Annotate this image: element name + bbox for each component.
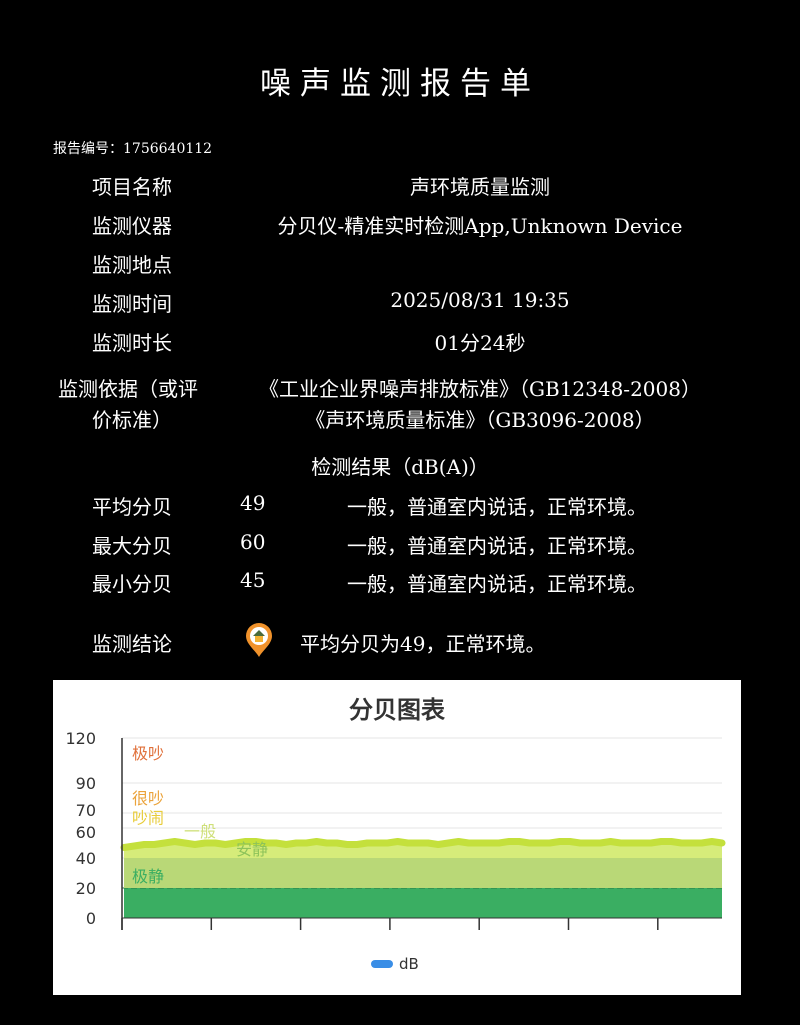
field-value-project: 声环境质量监测 — [410, 175, 550, 199]
result-label-avg: 平均分贝 — [92, 495, 172, 519]
basis-standard-1: 《工业企业界噪声排放标准》（GB12348-2008） — [259, 377, 701, 401]
result-desc-avg: 一般，普通室内说话，正常环境。 — [347, 495, 647, 519]
field-value-instrument: 分贝仪-精准实时检测App,Unknown Device — [277, 214, 683, 238]
basis-label-line1: 监测依据（或评 — [58, 377, 198, 401]
band-label: 很吵 — [132, 789, 164, 808]
y-tick-label: 20 — [76, 879, 96, 898]
result-value-min: 45 — [240, 568, 266, 592]
decibel-chart: 分贝图表 0 20 40 60 70 90 120 极吵很吵 吵闹一般安静极静 dB — [53, 680, 741, 995]
series-line-dB — [120, 838, 726, 851]
y-tick-label: 0 — [86, 909, 96, 928]
result-desc-min: 一般，普通室内说话，正常环境。 — [347, 572, 647, 596]
basis-label-line2: 价标准） — [92, 408, 172, 432]
chart-legend[interactable]: dB — [371, 955, 419, 973]
field-label-duration: 监测时长 — [92, 331, 172, 355]
conclusion-text: 平均分贝为49，正常环境。 — [300, 632, 546, 656]
y-tick-label: 90 — [76, 774, 96, 793]
legend-label: dB — [399, 955, 419, 973]
field-label-instrument: 监测仪器 — [92, 214, 172, 238]
field-label-location: 监测地点 — [92, 253, 172, 277]
band-label: 极静 — [132, 867, 164, 886]
result-label-max: 最大分贝 — [92, 534, 172, 558]
results-header: 检测结果（dB(A)） — [311, 455, 489, 479]
band-fill-quiet — [124, 858, 722, 888]
y-tick-label: 120 — [65, 729, 96, 748]
band-label: 吵闹 — [132, 809, 164, 828]
basis-standard-2: 《声环境质量标准》（GB3096-2008） — [305, 408, 655, 432]
field-value-duration: 01分24秒 — [434, 331, 526, 355]
result-value-max: 60 — [240, 530, 266, 554]
result-desc-max: 一般，普通室内说话，正常环境。 — [347, 534, 647, 558]
field-value-time: 2025/08/31 19:35 — [390, 288, 570, 312]
y-tick-label: 40 — [76, 849, 96, 868]
legend-swatch-icon — [371, 960, 393, 968]
band-label: 极吵 — [132, 744, 164, 763]
band-label: 安静 — [236, 840, 268, 859]
conclusion-label: 监测结论 — [92, 632, 172, 656]
report-number: 报告编号：1756640112 — [53, 141, 213, 157]
chart-title: 分贝图表 — [349, 696, 445, 724]
band-fill-very-quiet — [124, 888, 722, 918]
field-label-project: 项目名称 — [92, 175, 172, 199]
location-home-pin-icon — [244, 622, 274, 658]
result-value-avg: 49 — [240, 491, 266, 515]
result-label-min: 最小分贝 — [92, 572, 172, 596]
y-tick-label: 70 — [76, 801, 96, 820]
field-label-time: 监测时间 — [92, 292, 172, 316]
band-label: 一般 — [184, 822, 216, 841]
y-tick-label: 60 — [76, 823, 96, 842]
page-title: 噪声监测报告单 — [260, 66, 540, 102]
